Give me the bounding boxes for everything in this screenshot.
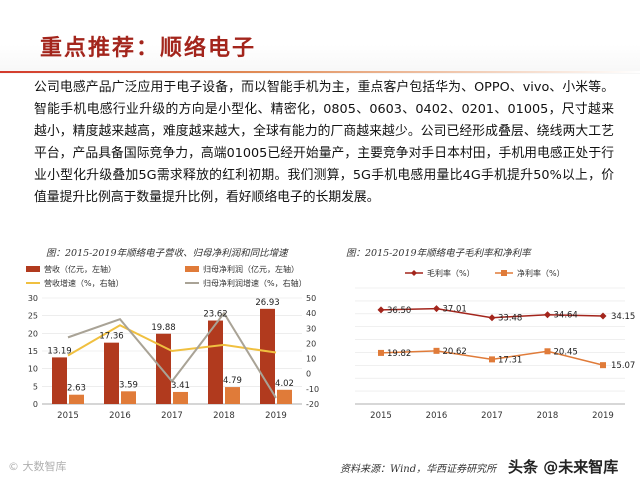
gross-margin-label: 33.48 <box>498 314 522 324</box>
x-tick-label: 2016 <box>109 411 131 421</box>
legend-marker-1 <box>501 270 507 276</box>
net-margin-point <box>600 362 606 369</box>
revenue-data-label: 23.62 <box>203 310 227 320</box>
title-banner <box>0 0 640 74</box>
y-tick-label: 10 <box>28 365 38 374</box>
y2-tick-label: 50 <box>306 294 316 303</box>
profit-bar <box>173 391 188 404</box>
profit-growth-line <box>67 311 277 399</box>
revenue-bar <box>52 357 67 404</box>
x-tick-label: 2018 <box>213 411 235 421</box>
gross-margin-label: 36.50 <box>387 306 411 316</box>
revenue-bar <box>208 320 223 404</box>
legend-label-0: 营收（亿元，左轴） <box>44 264 116 274</box>
x-tick-label: 2015 <box>57 411 79 421</box>
legend-marker-0 <box>411 270 417 276</box>
net-margin-point <box>433 347 440 354</box>
net-margin-label: 17.31 <box>498 355 522 365</box>
profit-bar <box>277 389 292 404</box>
revenue-growth-line <box>67 324 277 357</box>
x-tick-label: 2018 <box>537 411 559 421</box>
profit-bar <box>69 394 84 404</box>
x-tick-label: 2016 <box>426 411 448 421</box>
net-margin-label: 15.07 <box>611 361 635 371</box>
y2-tick-label: -10 <box>306 385 319 394</box>
y2-tick-label: 40 <box>306 309 316 318</box>
y-tick-label: 15 <box>28 347 38 356</box>
profit-bar <box>225 387 240 404</box>
gross-margin-point <box>544 311 551 319</box>
y-tick-label: 5 <box>33 382 38 391</box>
revenue-profit-chart: 营收（亿元，左轴） 归母净利润（亿元，左轴） 营收增速（%，右轴） 归母净利润增速（%… <box>26 264 319 421</box>
gross-margin-point <box>377 306 385 314</box>
gross-margin-label: 37.01 <box>443 305 467 315</box>
net-margin-point <box>544 348 551 355</box>
x-tick-label: 2017 <box>161 411 183 421</box>
page-title: 重点推荐：顺络电子 <box>40 35 257 61</box>
profit-bar <box>121 391 136 404</box>
y2-tick-label: 10 <box>306 355 316 364</box>
profit-data-label: 3.41 <box>171 381 190 391</box>
y2-tick-label: 30 <box>306 324 316 333</box>
revenue-data-label: 13.19 <box>47 346 71 356</box>
profit-data-label: 2.63 <box>67 384 86 394</box>
watermark-left: © 大数智库 <box>8 460 67 473</box>
revenue-bar <box>156 333 171 404</box>
gross-margin-point <box>488 314 496 322</box>
title-divider <box>0 71 640 73</box>
y2-tick-label: 20 <box>306 339 316 348</box>
legend-label-3: 归母净利润增速（%，右轴） <box>203 278 307 288</box>
gross-margin-label: 34.15 <box>611 312 635 322</box>
legend-label-1: 归母净利润（亿元，左轴） <box>203 264 299 274</box>
revenue-data-label: 19.88 <box>151 323 175 333</box>
net-margin-label: 20.45 <box>554 347 578 357</box>
x-tick-label: 2019 <box>265 411 287 421</box>
y-tick-label: 20 <box>28 329 38 338</box>
legend-label-1: 净利率（%） <box>517 268 565 278</box>
revenue-data-label: 26.93 <box>255 298 279 308</box>
net-margin-label: 20.62 <box>443 347 467 357</box>
legend-swatch-1 <box>185 266 199 272</box>
net-margin-point <box>378 349 384 356</box>
x-tick-label: 2019 <box>592 411 614 421</box>
legend-label-0: 毛利率（%） <box>427 268 475 278</box>
gross-margin-point <box>433 305 440 313</box>
y-tick-label: 0 <box>33 400 38 409</box>
profit-data-label: 4.79 <box>223 376 242 386</box>
revenue-bar <box>260 308 275 404</box>
y-tick-label: 30 <box>28 294 38 303</box>
profit-data-label: 3.59 <box>119 380 138 390</box>
profit-data-label: 4.02 <box>275 379 294 389</box>
gross-margin-point <box>599 312 607 320</box>
y2-tick-label: -20 <box>306 400 319 409</box>
revenue-bar <box>104 342 119 404</box>
net-margin-label: 19.82 <box>387 349 411 359</box>
body-paragraph: 公司电感产品广泛应用于电子设备，而以智能手机为主，重点客户包括华为、OPPO、v… <box>34 80 614 205</box>
legend-label-2: 营收增速（%，右轴） <box>44 278 124 288</box>
legend-swatch-0 <box>26 266 40 272</box>
y-tick-label: 25 <box>28 312 38 321</box>
x-tick-label: 2015 <box>370 411 392 421</box>
net-margin-point <box>489 356 495 363</box>
y2-tick-label: 0 <box>306 370 311 379</box>
x-tick-label: 2017 <box>481 411 503 421</box>
revenue-data-label: 17.36 <box>99 332 123 342</box>
source-note: 资料来源：Wind，华西证券研究所 <box>340 464 497 475</box>
chart-left-caption: 图：2015-2019年顺络电子营收、归母净利润和同比增速 <box>46 248 288 259</box>
chart-right-caption: 图：2015-2019年顺络电子毛利率和净利率 <box>346 248 531 259</box>
gross-margin-label: 34.64 <box>554 311 578 321</box>
margin-chart: 毛利率（%） 净利率（%） 36.50 37.01 33.48 34.64 34.15 19.… <box>355 268 635 421</box>
watermark-right: 头条 @未来智库 <box>508 456 619 477</box>
